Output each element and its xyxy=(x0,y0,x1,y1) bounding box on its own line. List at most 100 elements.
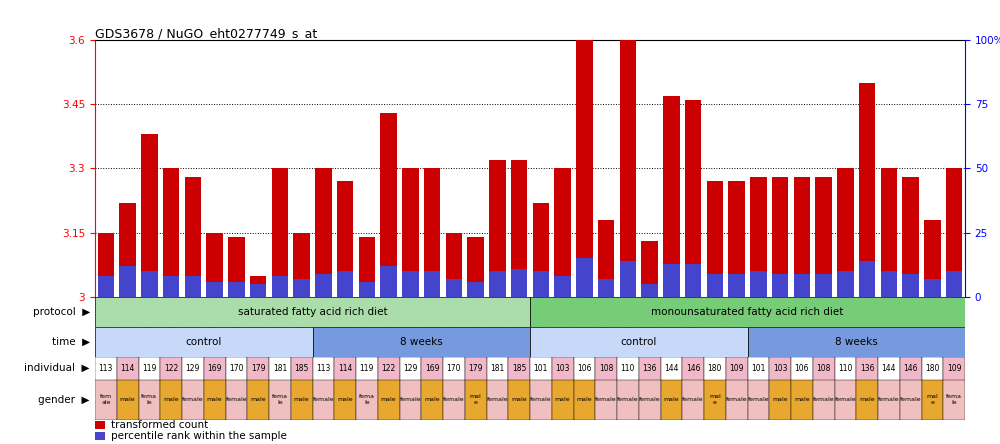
Bar xyxy=(900,357,922,380)
Bar xyxy=(228,237,245,297)
Bar xyxy=(682,357,704,380)
Bar xyxy=(421,380,443,420)
Text: transformed count: transformed count xyxy=(111,420,208,430)
Text: female: female xyxy=(595,397,617,402)
Text: male: male xyxy=(294,397,309,402)
Bar xyxy=(508,380,530,420)
Text: saturated fatty acid rich diet: saturated fatty acid rich diet xyxy=(238,307,387,317)
Bar xyxy=(486,357,508,380)
Text: 185: 185 xyxy=(512,364,526,373)
Bar xyxy=(620,261,636,297)
Bar xyxy=(98,277,114,297)
Text: 181: 181 xyxy=(490,364,505,373)
Text: 114: 114 xyxy=(120,364,135,373)
Text: 169: 169 xyxy=(207,364,222,373)
Bar xyxy=(837,271,854,297)
Bar xyxy=(881,271,897,297)
Bar xyxy=(617,357,639,380)
Bar xyxy=(772,274,788,297)
Text: 146: 146 xyxy=(686,364,700,373)
Bar xyxy=(595,357,617,380)
Bar xyxy=(185,177,201,297)
Text: female: female xyxy=(682,397,704,402)
Text: female: female xyxy=(530,397,552,402)
Bar xyxy=(794,177,810,297)
Bar xyxy=(794,274,810,297)
Text: 129: 129 xyxy=(403,364,418,373)
Text: 110: 110 xyxy=(838,364,853,373)
Text: 136: 136 xyxy=(642,364,657,373)
Bar xyxy=(595,380,617,420)
Bar xyxy=(378,357,400,380)
Bar xyxy=(663,95,680,297)
Bar xyxy=(424,168,440,297)
Bar xyxy=(704,380,726,420)
Bar xyxy=(206,233,223,297)
Text: female: female xyxy=(813,397,834,402)
Bar xyxy=(769,380,791,420)
Text: 170: 170 xyxy=(229,364,244,373)
Bar xyxy=(902,274,919,297)
Bar xyxy=(117,380,138,420)
Text: 109: 109 xyxy=(729,364,744,373)
Text: fema
le: fema le xyxy=(946,394,962,405)
Bar xyxy=(226,357,247,380)
Text: male: male xyxy=(381,397,396,402)
Bar xyxy=(924,279,941,297)
Bar xyxy=(533,271,549,297)
Bar xyxy=(859,261,875,297)
Bar xyxy=(726,380,748,420)
Bar xyxy=(900,380,922,420)
Text: 180: 180 xyxy=(708,364,722,373)
Bar xyxy=(141,271,158,297)
Bar xyxy=(95,432,105,440)
Bar xyxy=(117,357,138,380)
Bar xyxy=(185,277,201,297)
Bar xyxy=(141,134,158,297)
Bar xyxy=(228,281,245,297)
Bar xyxy=(402,168,419,297)
Bar xyxy=(834,380,856,420)
Text: 101: 101 xyxy=(751,364,766,373)
Text: 8 weeks: 8 weeks xyxy=(835,337,878,347)
Text: male: male xyxy=(163,397,179,402)
Bar xyxy=(291,380,312,420)
Bar xyxy=(402,271,419,297)
Bar xyxy=(356,357,378,380)
Bar xyxy=(726,357,748,380)
Bar xyxy=(465,380,486,420)
Text: 169: 169 xyxy=(425,364,439,373)
Bar xyxy=(378,380,400,420)
Bar xyxy=(728,274,745,297)
Bar xyxy=(312,380,334,420)
Bar xyxy=(163,277,179,297)
Bar xyxy=(272,277,288,297)
Text: protocol  ▶: protocol ▶ xyxy=(33,307,90,317)
Text: mal
e: mal e xyxy=(470,394,482,405)
Bar xyxy=(334,380,356,420)
Bar xyxy=(813,380,834,420)
Bar xyxy=(946,168,962,297)
Bar xyxy=(182,357,204,380)
Text: 8 weeks: 8 weeks xyxy=(400,337,443,347)
Text: 108: 108 xyxy=(816,364,831,373)
Bar xyxy=(489,271,506,297)
Text: 181: 181 xyxy=(273,364,287,373)
Bar xyxy=(834,357,856,380)
Bar xyxy=(922,380,943,420)
Bar xyxy=(815,177,832,297)
Bar xyxy=(750,177,767,297)
Bar xyxy=(508,357,530,380)
Text: 179: 179 xyxy=(251,364,265,373)
Bar xyxy=(663,264,680,297)
Text: 180: 180 xyxy=(925,364,940,373)
Bar xyxy=(728,181,745,297)
Bar xyxy=(530,327,748,357)
Bar xyxy=(576,258,593,297)
Bar xyxy=(748,380,769,420)
Bar xyxy=(660,380,682,420)
Bar xyxy=(95,297,530,327)
Bar xyxy=(574,357,595,380)
Bar xyxy=(924,220,941,297)
Text: 179: 179 xyxy=(468,364,483,373)
